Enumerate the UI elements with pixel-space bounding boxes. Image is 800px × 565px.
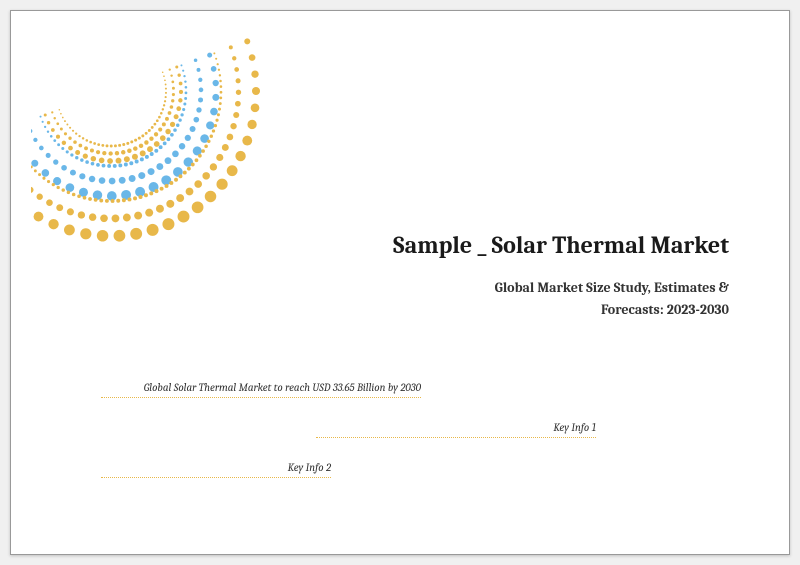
title-block: Sample _ Solar Thermal Market Global Mar… bbox=[393, 231, 729, 322]
document-page: Sample _ Solar Thermal Market Global Mar… bbox=[10, 10, 790, 555]
dotted-arc-decoration bbox=[31, 31, 331, 331]
subtitle-line-1: Global Market Size Study, Estimates & bbox=[393, 277, 729, 299]
subtitle-line-2: Forecasts: 2023-2030 bbox=[393, 299, 729, 321]
info-row-1: Global Solar Thermal Market to reach USD… bbox=[101, 381, 421, 398]
document-title: Sample _ Solar Thermal Market bbox=[393, 231, 729, 259]
document-subtitle: Global Market Size Study, Estimates & Fo… bbox=[393, 277, 729, 322]
info-row-3: Key Info 2 bbox=[101, 461, 331, 478]
info-row-2: Key Info 1 bbox=[316, 421, 596, 438]
